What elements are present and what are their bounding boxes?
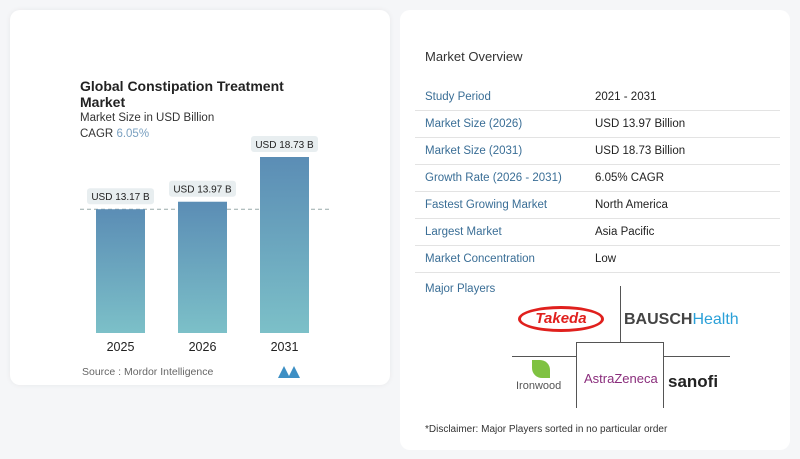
chart-subtitle: Market Size in USD Billion — [80, 112, 215, 124]
mordor-logo-icon — [278, 366, 300, 378]
row-label: Market Size (2026) — [425, 118, 523, 130]
disclaimer: *Disclaimer: Major Players sorted in no … — [425, 424, 668, 435]
data-label-bg — [251, 136, 318, 152]
row-label: Market Size (2031) — [425, 145, 523, 157]
row-value: Low — [595, 253, 617, 265]
cagr-label: CAGR — [80, 128, 114, 140]
sanofi-logo: sanofi — [668, 372, 719, 391]
bausch-logo: BAUSCHHealth — [624, 311, 739, 328]
row-value: USD 18.73 Billion — [595, 145, 686, 157]
bar-2026 — [178, 201, 227, 333]
row-label: Growth Rate (2026 - 2031) — [425, 172, 562, 184]
row-value: 6.05% CAGR — [595, 172, 665, 184]
data-label: USD 13.17 B — [91, 192, 150, 203]
bar-chart: USD 13.17 B 2025 USD 13.97 B 2026 USD 18.73 … — [80, 136, 330, 354]
overview-row: Study Period 2021 - 2031 — [415, 84, 780, 111]
row-value: North America — [595, 199, 668, 211]
x-tick-label: 2025 — [107, 340, 135, 354]
bar-2031 — [260, 157, 309, 333]
astrazeneca-logo: AstraZeneca — [584, 371, 658, 386]
row-value: 2021 - 2031 — [595, 91, 657, 103]
row-value: Asia Pacific — [595, 226, 655, 238]
overview-row: Largest Market Asia Pacific — [415, 219, 780, 246]
ironwood-leaf-icon — [532, 360, 550, 378]
row-label: Fastest Growing Market — [425, 199, 548, 211]
overview-row: Market Concentration Low — [415, 246, 780, 273]
data-label-bg — [169, 180, 236, 197]
source: Source : Mordor Intelligence — [82, 366, 214, 378]
overview-row: Market Size (2031) USD 18.73 Billion — [415, 138, 780, 165]
chart-title: Global Constipation Treatment Market — [80, 78, 284, 110]
data-label: USD 18.73 B — [255, 140, 314, 151]
overview-row: Fastest Growing Market North America — [415, 192, 780, 219]
data-label: USD 13.97 B — [173, 185, 232, 196]
ironwood-logo: Ironwood — [516, 380, 562, 392]
x-tick-label: 2031 — [271, 340, 299, 354]
data-label-bg — [87, 188, 154, 205]
row-label: Study Period — [425, 91, 491, 103]
overview-row: Growth Rate (2026 - 2031) 6.05% CAGR — [415, 165, 780, 192]
cagr: CAGR 6.05% — [80, 128, 149, 140]
bar-2025 — [96, 209, 145, 333]
major-players-title: Major Players — [425, 283, 496, 295]
overview-title: Market Overview — [425, 49, 523, 64]
takeda-logo: Takeda — [518, 306, 604, 332]
row-label: Market Concentration — [425, 253, 535, 265]
overview-row: Market Size (2026) USD 13.97 Billion — [415, 111, 780, 138]
row-label: Largest Market — [425, 226, 502, 238]
x-tick-label: 2026 — [189, 340, 217, 354]
row-value: USD 13.97 Billion — [595, 118, 686, 130]
cagr-value: 6.05% — [116, 128, 150, 140]
